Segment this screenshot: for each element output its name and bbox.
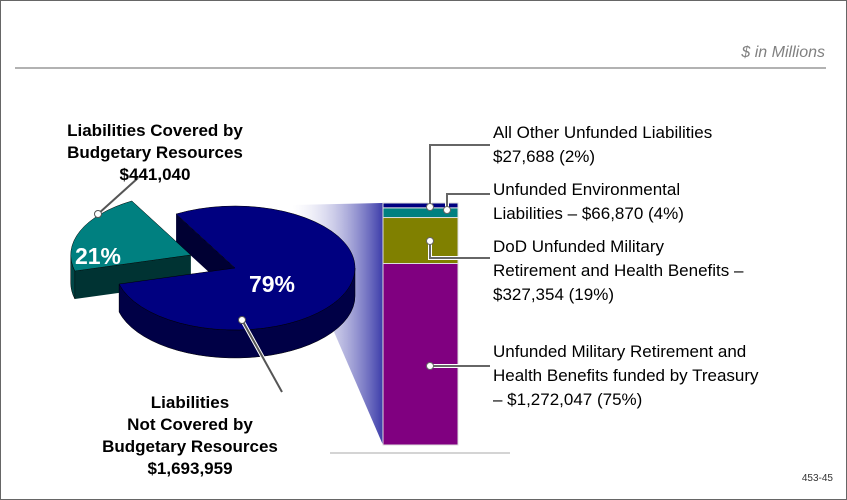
legend-label: Unfunded Environmental Liabilities – $66…	[493, 180, 684, 223]
leader-line	[429, 144, 490, 207]
leader-dot	[238, 316, 246, 324]
subtitle: $ in Millions	[741, 44, 825, 61]
pie-label: Liabilities Covered by Budgetary Resourc…	[67, 121, 243, 184]
pie-slice	[70, 200, 192, 272]
bar-segment	[382, 217, 459, 265]
leader-dot	[426, 237, 434, 245]
leader-line	[241, 319, 283, 393]
leader-dot	[443, 206, 451, 214]
leader-dot	[426, 362, 434, 370]
bar-segment	[382, 263, 459, 446]
leader-line	[446, 193, 490, 210]
slice-face	[74, 254, 191, 300]
bar-segment	[382, 202, 459, 209]
leader-line	[428, 143, 490, 207]
value-label: 79%	[249, 271, 295, 297]
leader-dot	[94, 210, 102, 218]
leader-dot	[426, 203, 434, 211]
pie-label: Liabilities Not Covered by Budgetary Res…	[102, 393, 278, 478]
legend-label: Unfunded Military Retirement and Health …	[493, 342, 759, 409]
leader-line	[97, 177, 139, 215]
leader-line	[429, 241, 490, 259]
footnote: 453-45	[801, 473, 833, 484]
legend-label: DoD Unfunded Military Retirement and Hea…	[493, 237, 744, 304]
value-label: 21%	[75, 243, 121, 269]
pie-slice	[118, 205, 356, 331]
legend-label: All Other Unfunded Liabilities $27,688 (…	[493, 123, 713, 166]
